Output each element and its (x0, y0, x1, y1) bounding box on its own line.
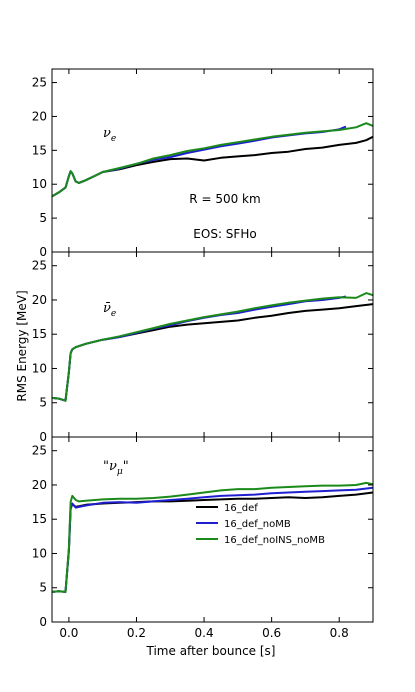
series-line-16-def-noins-nomb (52, 122, 373, 198)
annotation-2: EOS: SFHo (193, 227, 256, 241)
y-tick-label: 5 (39, 211, 47, 225)
y-tick-label: 15 (32, 512, 47, 526)
y-tick-label: 25 (32, 444, 47, 458)
y-tick-label: 0 (39, 430, 47, 444)
legend-entry-3: 16_def_noINS_noMB (224, 535, 325, 546)
legend-entry-2: 16_def_noMB (224, 519, 291, 530)
x-tick-label: 0.4 (195, 626, 214, 640)
y-tick-label: 0 (39, 615, 47, 629)
x-axis-label: Time after bounce [s] (146, 644, 276, 658)
y-tick-label: 0 (39, 245, 47, 259)
x-tick-label: 0.2 (127, 626, 146, 640)
y-tick-label: 25 (32, 76, 47, 90)
y-tick-label: 15 (32, 327, 47, 341)
panel-3: 0 5 10 15 20 25 0.0 0.2 0.4 0.6 0.8 "νμ" 16_def 16_de… (32, 436, 374, 640)
y-tick-label: 25 (32, 259, 47, 273)
y-axis-label: RMS Energy [MeV] (15, 290, 29, 401)
x-tick-label: 0.0 (59, 626, 78, 640)
series-line-16-def-noins-nomb (52, 481, 373, 593)
y-tick-label: 10 (32, 177, 47, 191)
panels: 0 5 10 15 20 25 νe R = 500 km EOS: SFHo 0 5 10 15 20 2… (32, 68, 374, 640)
panel-1: 0 5 10 15 20 25 νe R = 500 km EOS: SFHo (32, 68, 374, 259)
species-label-2: ν̄e (103, 301, 116, 319)
panel-2: 0 5 10 15 20 25 ν̄e (32, 251, 374, 444)
y-tick-label: 20 (32, 478, 47, 492)
x-tick-label: 0.8 (330, 626, 349, 640)
y-tick-label: 15 (32, 143, 47, 157)
species-label-3: "νμ" (103, 459, 129, 477)
series-line-16-def-noins-nomb (52, 292, 373, 402)
annotation-1: R = 500 km (189, 192, 260, 206)
legend-entry-1: 16_def (224, 503, 258, 514)
y-tick-label: 5 (39, 581, 47, 595)
panel-frame-3 (51, 436, 374, 623)
x-tick-label: 0.6 (262, 626, 281, 640)
y-tick-label: 20 (32, 109, 47, 123)
y-tick-label: 20 (32, 293, 47, 307)
species-label-1: νe (103, 126, 116, 144)
y-tick-label: 5 (39, 396, 47, 410)
y-tick-label: 10 (32, 361, 47, 375)
y-tick-label: 10 (32, 546, 47, 560)
